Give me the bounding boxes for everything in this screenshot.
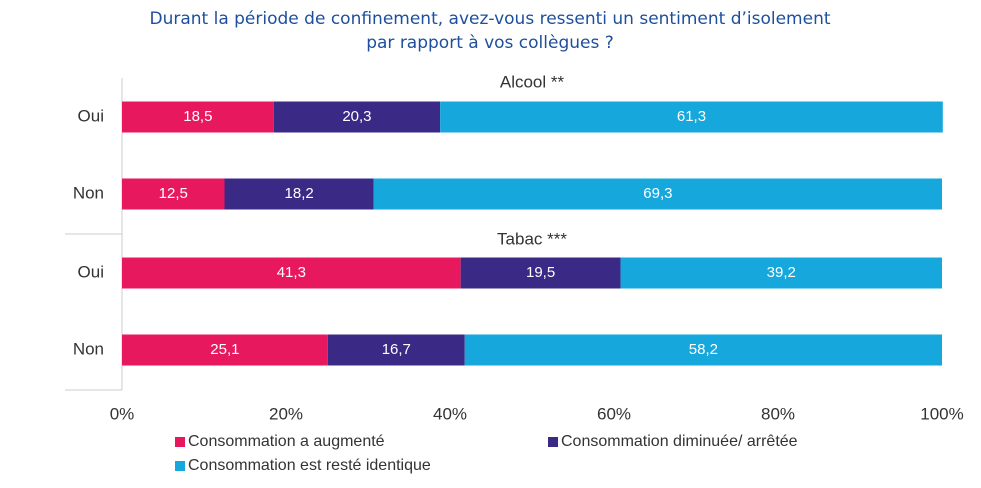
x-tick-label: 20% xyxy=(269,404,303,423)
value-label: 41,3 xyxy=(277,264,306,281)
y-tick-label: Oui xyxy=(78,106,104,125)
x-tick-label: 60% xyxy=(597,404,631,423)
x-tick-label: 40% xyxy=(433,404,467,423)
group-label: Alcool ** xyxy=(500,72,565,91)
chart-subtitle: par rapport à vos collègues ? xyxy=(366,33,614,53)
bar-segment xyxy=(122,101,274,133)
chart-title: Durant la période de confinement, avez-v… xyxy=(149,9,830,29)
x-tick-label: 0% xyxy=(110,404,135,423)
bar-segment xyxy=(224,178,374,210)
y-tick-label: Non xyxy=(73,339,104,358)
bar-segment xyxy=(460,257,621,289)
y-tick-label: Non xyxy=(73,183,104,202)
value-label: 20,3 xyxy=(342,108,371,125)
legend-label: Consommation a augmenté xyxy=(188,433,385,450)
legend-swatch xyxy=(548,437,558,447)
value-label: 58,2 xyxy=(689,341,718,358)
x-tick-label: 100% xyxy=(920,404,963,423)
legend-label: Consommation est resté identique xyxy=(188,457,431,474)
legend-swatch xyxy=(175,461,185,471)
value-label: 16,7 xyxy=(382,341,411,358)
y-tick-label: Oui xyxy=(78,262,104,281)
value-label: 61,3 xyxy=(677,108,706,125)
value-label: 25,1 xyxy=(210,341,239,358)
value-label: 69,3 xyxy=(643,185,672,202)
bar-segment xyxy=(122,334,328,366)
bar-segment xyxy=(464,334,942,366)
bar-segment xyxy=(620,257,942,289)
legend-swatch xyxy=(175,437,185,447)
bar-segment xyxy=(440,101,943,133)
bar-segment xyxy=(122,178,225,210)
value-label: 18,5 xyxy=(183,108,212,125)
bar-segment xyxy=(327,334,465,366)
bar-segment xyxy=(122,257,461,289)
x-tick-label: 80% xyxy=(761,404,795,423)
value-label: 39,2 xyxy=(767,264,796,281)
value-label: 12,5 xyxy=(159,185,188,202)
bar-segment xyxy=(373,178,942,210)
legend-label: Consommation diminuée/ arrêtée xyxy=(561,433,798,450)
value-label: 19,5 xyxy=(526,264,555,281)
value-label: 18,2 xyxy=(285,185,314,202)
bar-segment xyxy=(273,101,441,133)
group-label: Tabac *** xyxy=(497,229,567,248)
